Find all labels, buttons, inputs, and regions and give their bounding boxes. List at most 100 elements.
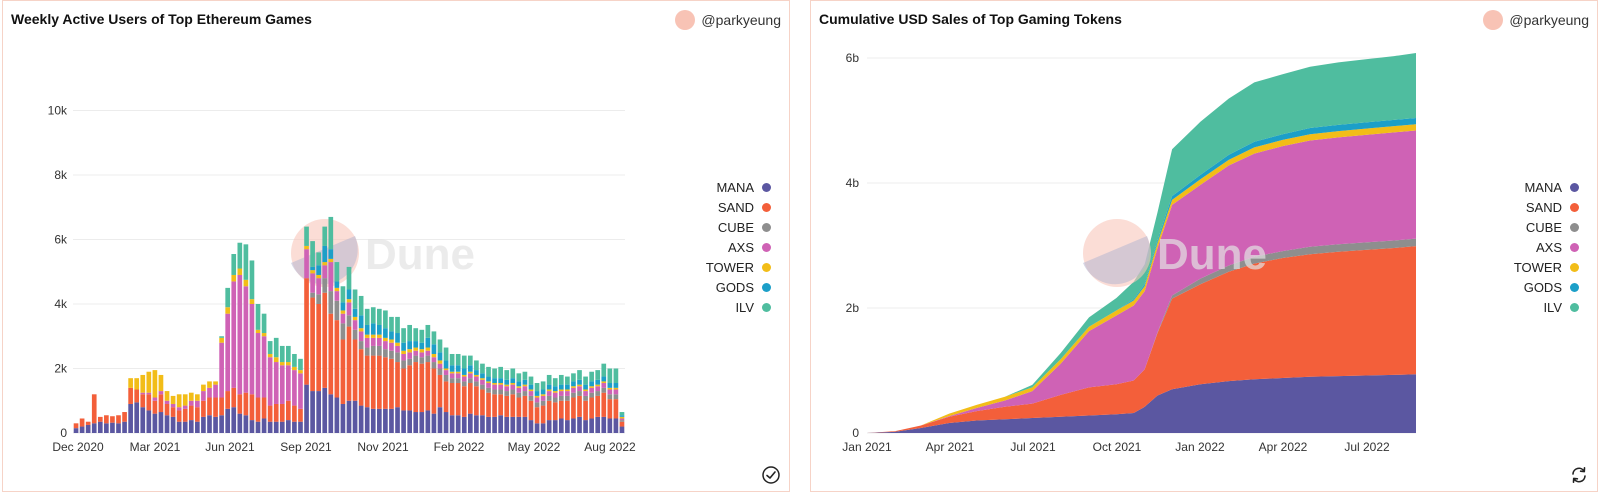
bar-segment-tower [340,310,346,314]
bar-segment-sand [182,408,188,422]
legend-item-cube[interactable]: CUBE [1514,219,1579,235]
bar-segment-ilv [346,266,352,290]
bar-segment-cube [425,355,431,363]
legend-swatch [1570,262,1579,272]
legend-item-gods[interactable]: GODS [706,279,771,295]
bar-segment-mana [97,421,103,433]
bar-segment-sand [207,397,212,416]
bar-segment-axs [480,379,485,385]
check-circle-icon[interactable] [761,465,781,485]
legend-item-ilv[interactable]: ILV [1514,299,1579,315]
x-tick-label: Jul 2021 [1010,440,1056,454]
bar-segment-gods [383,328,388,338]
legend-swatch [762,242,771,252]
bar-segment-ilv [504,370,510,380]
stacked-bar-chart: 0 2k 4k 6k 8k 10k Dune Dec 2020 Mar 2021 Jun 2021… [48,104,636,455]
bar-segment-tower [237,268,243,275]
bar-segment-gods [522,379,528,385]
bar-segment-mana [613,418,619,433]
bar-segment-tower [383,337,388,342]
legend-item-mana[interactable]: MANA [1514,179,1579,195]
legend-swatch [762,282,771,292]
bar-segment-tower [607,387,613,390]
bar-segment-cube [407,358,412,366]
bar-segment-mana [377,408,382,433]
legend-item-sand[interactable]: SAND [706,199,771,215]
bar-segment-sand [358,349,364,406]
bar-segment-sand [546,400,552,421]
bar-segment-ilv [298,358,303,371]
bar-segment-mana [577,416,582,434]
bar-segment-sand [279,403,285,422]
author-credit[interactable]: @parkyeung [1483,10,1589,30]
bar-segment-gods [480,373,485,379]
y-tick-label: 4b [846,176,860,190]
bar-segment-tower [176,394,182,408]
bar-segment-sand [425,362,431,411]
bar-segment-mana [201,416,206,434]
bar-segment-sand [273,403,279,422]
bar-segment-gods [340,302,346,311]
bar-segment-mana [370,408,376,433]
y-tick-label: 6k [54,233,68,247]
bar-segment-cube [328,291,334,314]
bar-segment-sand [292,405,297,422]
bar-segment-sand [164,403,170,416]
legend-item-gods[interactable]: GODS [1514,279,1579,295]
bar-segment-ilv [340,286,346,303]
legend-label: SAND [1525,199,1562,215]
refresh-icon[interactable] [1569,465,1589,485]
bar-segment-mana [316,391,322,433]
legend-item-tower[interactable]: TOWER [706,259,771,275]
bar-segment-mana [128,403,133,433]
bar-segment-sand [170,407,176,417]
legend-label: CUBE [717,219,754,235]
bar-segment-axs [407,352,412,359]
bar-segment-tower [480,378,485,380]
legend-item-ilv[interactable]: ILV [706,299,771,315]
bar-segment-cube [413,355,419,363]
x-tick-label: Aug 2022 [584,440,636,454]
area-series-sand [867,246,1416,433]
bar-segment-cube [358,341,364,350]
author-name: @parkyeung [1509,12,1589,28]
legend-item-axs[interactable]: AXS [706,239,771,255]
legend-item-mana[interactable]: MANA [706,179,771,195]
stacked-area-chart: 0 2b 4b 6b Dune Jan 2021 Apr 2021 Jul 2021 Oct 2… [842,51,1416,454]
bar-segment-gods [571,381,576,387]
legend-label: TOWER [705,259,754,275]
legend-item-cube[interactable]: CUBE [706,219,771,235]
bar-segment-tower [334,287,340,292]
legend-swatch [1570,242,1579,252]
bar-segment-axs [231,281,237,388]
bar-segment-mana [431,413,437,433]
bar-segment-sand [583,400,588,421]
author-credit[interactable]: @parkyeung [675,10,781,30]
bar-segment-tower [225,307,231,314]
bar-segment-sand [249,394,255,421]
bar-segment-cube [370,345,376,356]
bar-segment-ilv [322,226,328,246]
bar-segment-ilv [601,363,607,377]
bar-segment-axs [322,265,328,279]
bar-segment-tower [146,371,152,393]
bar-segment-axs [558,391,564,396]
bar-segment-mana [79,426,85,433]
bar-segment-sand [364,355,370,408]
bars [73,216,625,434]
bar-segment-cube [461,381,467,387]
bar-segment-tower [540,394,546,396]
legend-item-axs[interactable]: AXS [1514,239,1579,255]
bar-segment-ilv [498,366,503,379]
legend-item-sand[interactable]: SAND [1514,199,1579,215]
bar-segment-axs [395,345,400,353]
bar-segment-sand [395,362,400,408]
bar-segment-gods [534,391,540,396]
legend-swatch [762,262,771,272]
bar-segment-tower [486,381,491,384]
bar-segment-gods [486,376,491,382]
bar-segment-mana [261,418,267,433]
legend-item-tower[interactable]: TOWER [1514,259,1579,275]
bar-segment-axs [140,392,146,395]
bar-segment-ilv [528,376,534,385]
